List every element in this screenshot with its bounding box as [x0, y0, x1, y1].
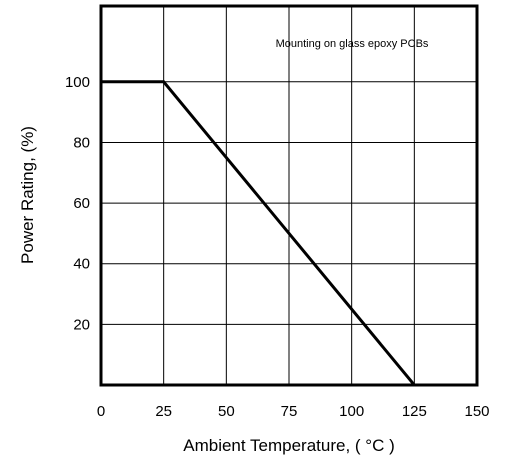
- y-tick-label-60: 60: [73, 195, 90, 212]
- x-tick-label-75: 75: [281, 403, 298, 420]
- x-tick-label-0: 0: [97, 403, 105, 420]
- y-tick-labels: 20 40 60 80 100: [65, 74, 90, 334]
- x-tick-label-125: 125: [402, 403, 427, 420]
- chart-annotation: Mounting on glass epoxy PCBs: [276, 38, 429, 50]
- x-axis-title: Ambient Temperature, ( °C ): [183, 436, 395, 455]
- y-tick-label-40: 40: [73, 256, 90, 273]
- y-tick-label-20: 20: [73, 316, 90, 333]
- y-tick-label-100: 100: [65, 74, 90, 91]
- plot-frame: [99, 4, 479, 387]
- x-tick-label-150: 150: [464, 403, 489, 420]
- x-tick-label-25: 25: [155, 403, 172, 420]
- x-tick-label-100: 100: [339, 403, 364, 420]
- x-tick-label-50: 50: [218, 403, 235, 420]
- series-line-power-rating: [101, 80, 416, 386]
- x-tick-labels: 0 25 50 75 100 125 150: [97, 403, 490, 420]
- grid: [101, 6, 477, 385]
- y-tick-label-80: 80: [73, 134, 90, 151]
- y-axis-title: Power Rating, (%): [18, 126, 37, 264]
